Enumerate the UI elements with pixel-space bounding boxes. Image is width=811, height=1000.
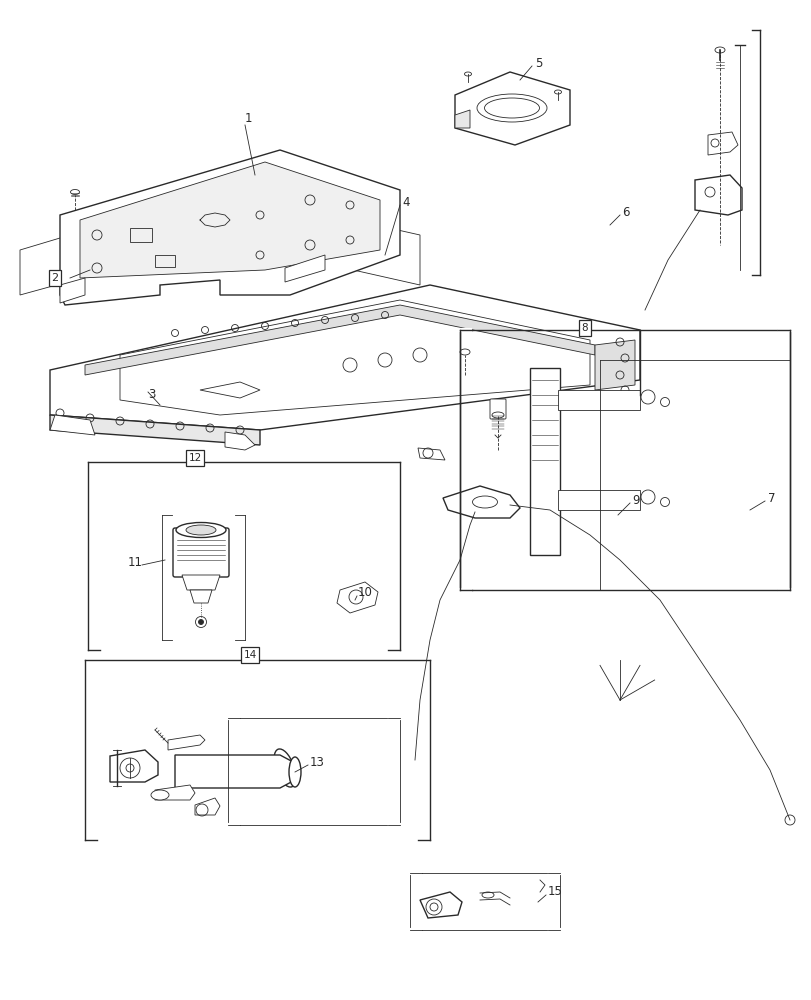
Polygon shape bbox=[225, 432, 255, 450]
Ellipse shape bbox=[714, 47, 724, 53]
Polygon shape bbox=[454, 110, 470, 128]
Text: 7: 7 bbox=[767, 491, 775, 504]
Polygon shape bbox=[155, 785, 195, 800]
Polygon shape bbox=[168, 735, 204, 750]
Text: 5: 5 bbox=[534, 57, 542, 70]
Circle shape bbox=[659, 497, 669, 506]
Text: 13: 13 bbox=[310, 756, 324, 768]
Polygon shape bbox=[454, 72, 569, 145]
Polygon shape bbox=[337, 582, 378, 613]
Circle shape bbox=[195, 616, 206, 628]
Text: 4: 4 bbox=[401, 196, 409, 209]
Ellipse shape bbox=[274, 749, 295, 787]
Polygon shape bbox=[60, 150, 400, 305]
Text: 1: 1 bbox=[244, 112, 251, 125]
Circle shape bbox=[640, 390, 654, 404]
Polygon shape bbox=[443, 486, 519, 518]
Text: 14: 14 bbox=[243, 650, 256, 660]
Polygon shape bbox=[530, 368, 560, 555]
Text: 10: 10 bbox=[358, 586, 372, 599]
Polygon shape bbox=[285, 255, 324, 282]
Polygon shape bbox=[85, 305, 594, 375]
Polygon shape bbox=[557, 390, 639, 410]
Ellipse shape bbox=[464, 72, 471, 76]
Polygon shape bbox=[418, 448, 444, 460]
Text: 11: 11 bbox=[128, 556, 143, 568]
Polygon shape bbox=[109, 750, 158, 782]
Polygon shape bbox=[80, 162, 380, 278]
Polygon shape bbox=[50, 285, 639, 430]
Text: 3: 3 bbox=[148, 388, 155, 401]
Polygon shape bbox=[694, 175, 741, 215]
Polygon shape bbox=[195, 798, 220, 815]
Text: 8: 8 bbox=[581, 323, 588, 333]
Ellipse shape bbox=[71, 190, 79, 195]
Ellipse shape bbox=[554, 90, 561, 94]
Circle shape bbox=[640, 490, 654, 504]
Ellipse shape bbox=[491, 412, 504, 418]
Text: 15: 15 bbox=[547, 886, 562, 898]
Polygon shape bbox=[200, 382, 260, 398]
Polygon shape bbox=[419, 892, 461, 918]
Polygon shape bbox=[50, 415, 95, 435]
Polygon shape bbox=[60, 278, 85, 303]
Circle shape bbox=[659, 397, 669, 406]
FancyBboxPatch shape bbox=[173, 528, 229, 577]
Polygon shape bbox=[50, 415, 260, 445]
Ellipse shape bbox=[186, 525, 216, 535]
Text: 12: 12 bbox=[188, 453, 201, 463]
Text: 2: 2 bbox=[51, 273, 58, 283]
Bar bbox=[155, 255, 175, 267]
Ellipse shape bbox=[460, 349, 470, 355]
Circle shape bbox=[198, 619, 204, 624]
Bar bbox=[130, 228, 152, 242]
Polygon shape bbox=[120, 300, 590, 415]
Polygon shape bbox=[594, 340, 634, 390]
Polygon shape bbox=[707, 132, 737, 155]
Text: 9: 9 bbox=[631, 493, 639, 506]
Text: 6: 6 bbox=[621, 206, 629, 219]
Ellipse shape bbox=[176, 522, 225, 538]
Ellipse shape bbox=[289, 757, 301, 787]
Ellipse shape bbox=[476, 94, 547, 122]
Polygon shape bbox=[190, 590, 212, 603]
Polygon shape bbox=[557, 490, 639, 510]
Polygon shape bbox=[175, 755, 294, 788]
Ellipse shape bbox=[151, 790, 169, 800]
FancyBboxPatch shape bbox=[489, 399, 505, 419]
Polygon shape bbox=[182, 575, 220, 590]
